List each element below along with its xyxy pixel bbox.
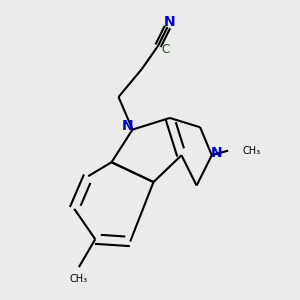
Text: CH₃: CH₃ <box>70 274 88 284</box>
Text: N: N <box>164 15 176 29</box>
Text: N: N <box>211 146 222 160</box>
Text: C: C <box>161 43 169 56</box>
Text: CH₃: CH₃ <box>242 146 260 156</box>
Text: N: N <box>122 119 134 133</box>
